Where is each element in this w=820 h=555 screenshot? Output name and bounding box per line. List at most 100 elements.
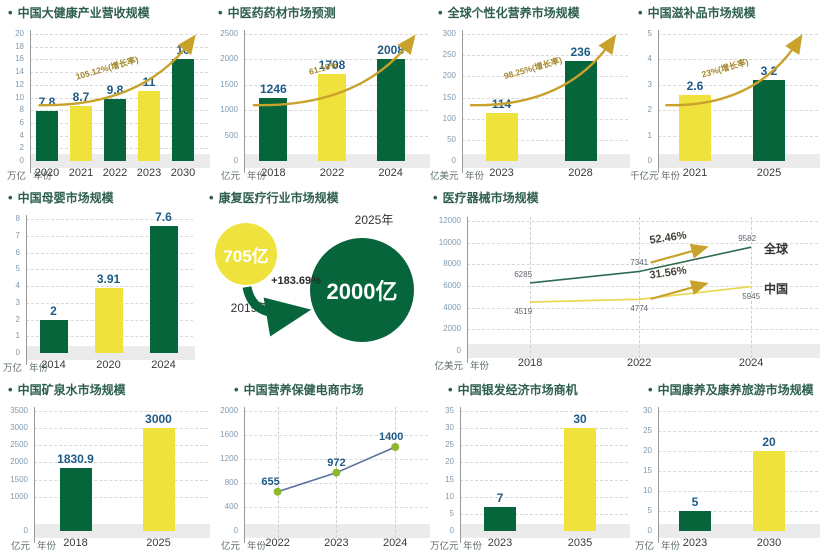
chart-personal-nutrition: • 全球个性化营养市场规模 0 50 100 150 200 250 300 亿美元 年份 114 2… (430, 0, 630, 185)
y-tick-label: 0 (19, 156, 24, 165)
bar-value-label: 30 (573, 412, 587, 427)
bar-value-label: 3.91 (96, 271, 121, 286)
x-tick-label: 2014 (41, 359, 66, 371)
chart-title: • 全球个性化营养市场规模 (438, 4, 628, 21)
bullet-icon: • (438, 5, 443, 20)
gridline (658, 34, 818, 35)
gridline (34, 445, 208, 447)
unit-x-label: 年份 (661, 541, 681, 552)
chart-row-3: • 中国矿泉水市场规模 0 1000 1500 2000 2500 3000 3500 亿元 年份… (0, 377, 820, 555)
bubble-year-2025: 2025年 (354, 213, 394, 227)
unit-x-label: 年份 (247, 541, 267, 552)
y-axis-line (26, 215, 27, 365)
gridline (30, 72, 208, 74)
y-tick-label: 30 (445, 423, 454, 433)
y-tick-label: 12 (15, 79, 24, 89)
x-tick-label: 2022 (626, 357, 652, 369)
chart-rehab-medical: • 康复医疗行业市场规模 2000亿 2025年 705亿 2019年 +183.69% (195, 185, 425, 377)
chart-mineral-water: • 中国矿泉水市场规模 0 1000 1500 2000 2500 3000 3500 亿元 年份… (0, 377, 210, 555)
x-tick-label: 2023 (489, 167, 514, 179)
unit-x-label: 年份 (247, 171, 267, 182)
gridline (462, 34, 628, 35)
bar-value-label: 236 (570, 45, 591, 60)
y-tick-label: 15 (643, 466, 652, 475)
bullet-icon: • (433, 190, 438, 205)
x-tick-label: 2030 (756, 537, 782, 549)
unit-y-label: 千亿元 (630, 171, 659, 182)
y-tick-label: 1 (647, 130, 652, 140)
bullet-icon: • (8, 5, 13, 20)
bar-2020 (94, 287, 123, 353)
point-label: 6285 (514, 269, 533, 279)
plot-area: 0 2000 4000 6000 8000 10000 12000 亿美元 年份 2018 2022… (425, 207, 820, 377)
bar-2025 (142, 428, 175, 531)
chart-title: • 中国滋补品市场规模 (638, 4, 818, 21)
chart-nutrition-ecommerce: • 中国营养保健电商市场 0 400 800 1200 1600 2000 亿元 年份 2022 2… (210, 377, 430, 555)
chart-title-text: 康复医疗行业市场规模 (218, 191, 339, 205)
y-tick-label: 5 (449, 508, 454, 518)
gridline (34, 462, 208, 464)
gridline (34, 411, 208, 412)
bar-value-label: 2.6 (686, 78, 704, 93)
x-tick-label: 2023 (682, 537, 708, 549)
unit-x-label: 年份 (463, 541, 483, 552)
chart-row-2: • 中国母婴市场规模 0 1 2 3 4 5 6 7 8 万亿 年份 2 2014 3.91 2020 7.6 2… (0, 185, 820, 377)
bullet-icon: • (648, 382, 653, 397)
unit-y-label: 亿元 (220, 541, 240, 552)
plot-area: 0 1000 1500 2000 2500 3000 3500 亿元 年份 1830.9 2018 3… (0, 399, 210, 555)
gridline (467, 242, 818, 244)
unit-y-label: 亿美元 (430, 171, 459, 182)
bar-2035 (564, 428, 596, 531)
y-tick-label: 2 (19, 143, 24, 153)
y-tick-label: 14 (15, 67, 24, 77)
y-tick-label: 3 (647, 79, 652, 89)
bar-value-label: 8.7 (72, 89, 90, 104)
gridline (658, 411, 818, 412)
bullet-icon: • (218, 5, 223, 20)
y-tick-label: 3000 (10, 423, 28, 433)
y-axis-line (467, 217, 468, 363)
bar-value-label: 5 (691, 495, 699, 509)
y-tick-label: 20 (643, 446, 652, 455)
growth-arrow-icon (252, 34, 416, 107)
plot-area: 0 50 100 150 200 250 300 亿美元 年份 114 2023 236 2028 98.… (430, 22, 630, 185)
y-tick-label: 0 (233, 526, 238, 535)
gridline (658, 84, 818, 86)
y-tick-label: 2000 (220, 406, 238, 415)
y-tick-label: 0 (451, 156, 456, 165)
chart-title: • 中国矿泉水市场规模 (8, 381, 208, 398)
y-tick-label: 500 (224, 130, 238, 140)
bar-2024 (376, 59, 405, 161)
unit-y-label: 万亿 (634, 541, 654, 552)
point-label: 4519 (514, 307, 533, 317)
gridline (244, 507, 428, 508)
unit-y-label: 万亿 (6, 171, 26, 182)
bar-2022 (104, 98, 126, 161)
y-tick-label: 12000 (438, 216, 461, 225)
gridline (658, 431, 818, 432)
chart-title-text: 中国矿泉水市场规模 (17, 383, 126, 397)
y-tick-label: 6 (19, 117, 24, 127)
y-tick-label: 2000 (443, 324, 461, 334)
gridline (26, 235, 193, 237)
y-tick-label: 100 (442, 113, 456, 123)
y-tick-label: 20 (445, 457, 454, 467)
y-tick-label: 4000 (443, 302, 461, 312)
bar-value-label: 20 (762, 435, 776, 449)
y-tick-label: 10 (15, 92, 24, 102)
x-gridline (751, 217, 753, 363)
y-tick-label: 300 (442, 29, 456, 38)
gridline (467, 286, 818, 287)
x-tick-label: 2018 (261, 167, 286, 179)
y-tick-label: 25 (445, 440, 454, 450)
line-series (273, 443, 400, 496)
x-tick-label: 2024 (378, 167, 403, 179)
y-tick-label: 2 (15, 314, 20, 324)
chart-title-text: 中国滋补品市场规模 (647, 6, 756, 20)
plot-area: 0 1 2 3 4 5 千亿元 年份 2.6 2021 3.2 2025 23%(增长率) (630, 22, 820, 185)
gridline (34, 479, 208, 481)
y-tick-label: 1200 (220, 454, 238, 463)
point-label: 1400 (378, 431, 404, 443)
gridline (244, 459, 428, 460)
